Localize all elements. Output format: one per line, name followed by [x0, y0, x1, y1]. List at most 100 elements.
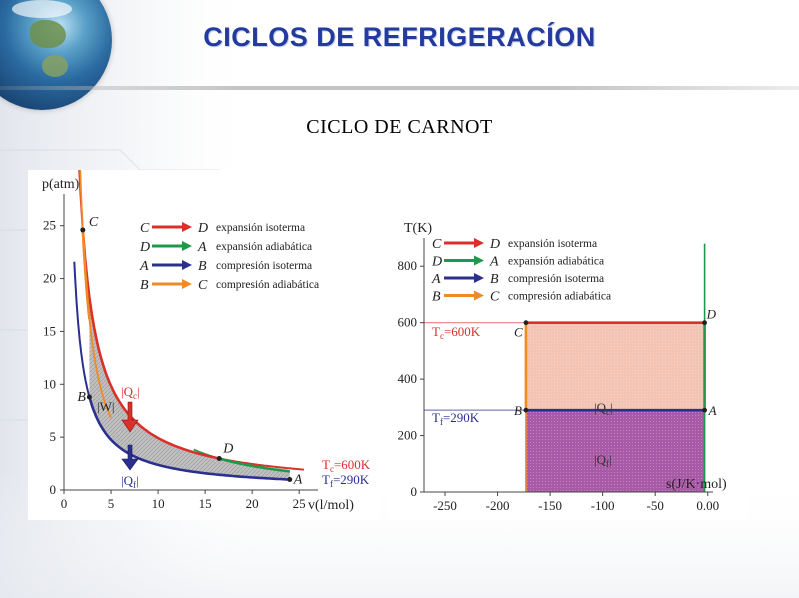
pv-series-ab	[88, 396, 290, 481]
pv-tc-label: Tc=600K	[322, 457, 371, 474]
pv-tf-label: Tf=290K	[322, 472, 370, 489]
legend-to-A: A	[197, 240, 207, 255]
pv-point-A	[287, 477, 293, 483]
ts-x-label: s(J/K·mol)	[666, 477, 727, 492]
pv-x-tick-label: 20	[246, 496, 259, 511]
ts-x-tick-label: 0.00	[696, 498, 719, 513]
legend-text: compresión isoterma	[508, 273, 604, 285]
legend-text: expansión isoterma	[508, 238, 597, 250]
legend-to-D: D	[197, 221, 208, 236]
pv-y-tick-label: 0	[50, 482, 57, 497]
legend-arrow-head	[182, 222, 192, 232]
legend-arrow-head	[182, 260, 192, 270]
ts-x-tick-label: -200	[486, 498, 510, 513]
ts-x-tick-label: -50	[647, 498, 664, 513]
pv-x-tick-label: 5	[108, 496, 115, 511]
ts-tc-label: Tc=600K	[432, 324, 481, 341]
legend-to-C: C	[198, 278, 208, 293]
ts-x-tick-label: -100	[591, 498, 615, 513]
pv-x-tick-label: 25	[293, 496, 306, 511]
ts-x-tick-label: -250	[433, 498, 457, 513]
legend-arrow-head	[474, 273, 484, 283]
ts-point-label-D: D	[706, 307, 717, 322]
legend-from-A: A	[431, 272, 441, 287]
pv-qf-arrow	[121, 444, 139, 471]
ts-x-tick-label: -150	[538, 498, 562, 513]
legend-text: expansión isoterma	[216, 222, 305, 234]
pv-qf-label: |Qf|	[121, 473, 139, 490]
legend-from-D: D	[431, 255, 442, 270]
pv-y-tick-label: 20	[43, 271, 56, 286]
legend-to-D: D	[489, 237, 500, 252]
pv-point-B	[86, 394, 92, 400]
legend-from-B: B	[140, 278, 149, 293]
pv-x-tick-label: 0	[61, 496, 68, 511]
legend-text: expansión adiabática	[216, 241, 312, 253]
legend-to-C: C	[490, 290, 500, 305]
legend-to-A: A	[489, 255, 499, 270]
header-divider	[0, 86, 799, 90]
ts-point-A	[702, 407, 707, 413]
ts-point-label-C: C	[514, 325, 523, 340]
legend-from-D: D	[139, 240, 150, 255]
pv-x-label: v(l/mol)	[308, 498, 354, 513]
legend-from-C: C	[432, 237, 442, 252]
ts-y-tick-label: 200	[398, 428, 418, 443]
ts-tf-label: Tf=290K	[432, 410, 480, 427]
slide-subtitle: CICLO DE CARNOT	[306, 116, 493, 138]
pv-point-label-B: B	[77, 390, 86, 405]
pv-qc-label: |Qc|	[121, 384, 140, 401]
legend-text: expansión adiabática	[508, 256, 604, 268]
ts-point-label-A: A	[708, 403, 717, 418]
legend-arrow-head	[474, 238, 484, 248]
legend-from-B: B	[432, 290, 441, 305]
ts-point-D	[702, 320, 707, 326]
legend-text: compresión isoterma	[216, 260, 312, 272]
ts-point-B	[523, 407, 529, 413]
legend-to-B: B	[198, 259, 207, 274]
ts-y-tick-label: 600	[398, 315, 418, 330]
ts-y-tick-label: 0	[411, 484, 418, 499]
ts-area-texture	[525, 322, 705, 492]
pv-y-tick-label: 5	[50, 429, 57, 444]
legend-text: compresión adiabática	[216, 279, 319, 291]
pv-y-tick-label: 15	[43, 323, 56, 338]
legend-from-C: C	[140, 221, 150, 236]
pv-y-label: p(atm)	[42, 177, 80, 192]
ts-y-tick-label: 800	[398, 258, 418, 273]
pv-point-label-C: C	[89, 215, 99, 230]
pv-point-C	[80, 227, 86, 233]
pv-point-D	[216, 455, 222, 461]
ts-qc-label: |Qc|	[594, 400, 613, 417]
pv-series-da	[218, 457, 290, 473]
pv-cold-isotherm-ext	[73, 261, 91, 398]
ts-y-tick-label: 400	[398, 371, 418, 386]
pv-qc-arrow	[121, 401, 139, 433]
legend-arrow-head	[474, 290, 484, 301]
legend-to-B: B	[490, 272, 499, 287]
pv-y-tick-label: 25	[43, 218, 56, 233]
ts-point-label-B: B	[514, 403, 522, 418]
pv-x-tick-label: 10	[152, 496, 165, 511]
ts-point-C	[523, 320, 529, 326]
legend-arrow-head	[182, 279, 192, 289]
pv-series-bc	[81, 229, 91, 320]
ts-y-label: T(K)	[404, 221, 432, 236]
legend-arrow-head	[182, 241, 192, 251]
legend-text: compresión adiabática	[508, 291, 611, 303]
pv-adiabat-ext2	[88, 319, 112, 419]
pv-x-tick-label: 15	[199, 496, 212, 511]
legend-arrow-head	[474, 255, 484, 266]
globe-logo	[0, 0, 112, 110]
ts-qf-label: |Qf|	[594, 452, 612, 469]
pv-point-label-A: A	[293, 473, 303, 488]
legend-from-A: A	[139, 259, 149, 274]
pv-y-tick-label: 10	[43, 376, 56, 391]
pv-series-cd	[81, 229, 220, 460]
